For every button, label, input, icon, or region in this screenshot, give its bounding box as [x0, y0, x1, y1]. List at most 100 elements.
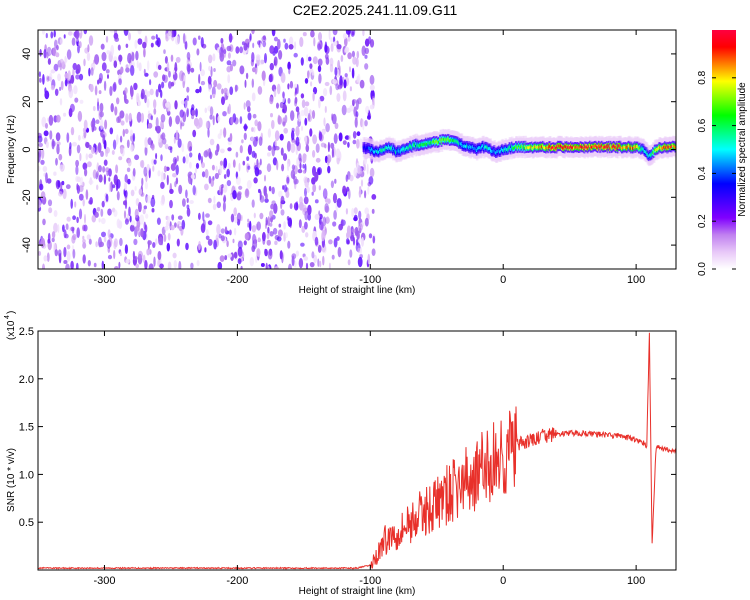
noise-cell	[178, 260, 182, 269]
noise-cell	[74, 97, 79, 103]
noise-cell	[163, 49, 166, 54]
noise-cell	[64, 55, 67, 65]
noise-cell	[216, 201, 221, 209]
noise-cell	[298, 258, 304, 269]
noise-cell	[296, 201, 298, 210]
noise-cell	[269, 45, 275, 54]
noise-cell	[318, 131, 323, 141]
noise-cell	[336, 93, 341, 102]
noise-cell	[192, 185, 196, 196]
noise-cell	[139, 214, 145, 225]
noise-cell	[198, 240, 201, 251]
noise-cell	[364, 54, 368, 59]
noise-cell	[255, 54, 261, 61]
noise-cell	[178, 184, 183, 195]
noise-cell	[286, 140, 291, 152]
noise-cell	[147, 122, 153, 129]
noise-cell	[365, 105, 370, 114]
noise-cell	[357, 256, 363, 268]
noise-cell	[204, 183, 209, 191]
noise-cell	[251, 245, 256, 253]
noise-cell	[312, 56, 318, 65]
noise-cell	[223, 184, 228, 193]
noise-cell	[177, 221, 182, 226]
noise-cell	[113, 209, 118, 217]
noise-cell	[107, 229, 111, 239]
noise-cell	[72, 233, 77, 241]
noise-cell	[42, 166, 48, 172]
noise-cell	[136, 111, 142, 123]
noise-cell	[341, 104, 347, 116]
noise-cell	[283, 221, 286, 230]
noise-cell	[76, 144, 81, 154]
noise-cell	[283, 38, 286, 43]
noise-cell	[213, 68, 216, 72]
noise-cell	[88, 238, 92, 245]
noise-cell	[369, 104, 375, 110]
noise-cell	[104, 119, 108, 130]
noise-cell	[371, 208, 375, 214]
noise-cell	[187, 64, 191, 75]
noise-cell	[59, 86, 62, 91]
noise-cell	[242, 160, 246, 166]
noise-cell	[314, 199, 319, 204]
noise-cell	[295, 250, 300, 257]
noise-cell	[106, 50, 111, 55]
noise-cell	[325, 216, 330, 224]
noise-cell	[58, 153, 63, 161]
noise-cell	[253, 177, 258, 184]
noise-cell	[244, 232, 249, 241]
noise-cell	[267, 226, 270, 234]
noise-cell	[53, 63, 59, 72]
noise-cell	[46, 178, 52, 184]
noise-cell	[302, 164, 305, 169]
noise-cell	[167, 30, 172, 40]
noise-cell	[312, 134, 317, 145]
noise-cell	[164, 56, 168, 64]
noise-cell	[124, 244, 128, 255]
noise-cell	[138, 62, 142, 72]
noise-cell	[96, 184, 99, 191]
noise-cell	[61, 180, 65, 186]
noise-cell	[319, 260, 322, 268]
noise-cell	[342, 33, 347, 40]
noise-cell	[335, 148, 341, 159]
noise-cell	[175, 129, 179, 141]
noise-cell	[198, 73, 201, 84]
noise-cell	[176, 155, 179, 162]
noise-cell	[57, 73, 61, 82]
noise-cell	[182, 198, 186, 207]
noise-cell	[136, 60, 139, 69]
noise-cell	[249, 257, 254, 267]
noise-cell	[196, 48, 200, 56]
noise-cell	[50, 69, 56, 74]
noise-cell	[356, 131, 361, 137]
noise-cell	[82, 254, 86, 264]
noise-cell	[128, 32, 131, 41]
noise-cell	[296, 83, 299, 95]
noise-cell	[353, 216, 358, 222]
noise-cell	[282, 117, 286, 127]
noise-cell	[313, 254, 318, 264]
noise-cell	[336, 236, 340, 241]
noise-cell	[288, 36, 294, 46]
noise-cell	[72, 215, 76, 220]
noise-cell	[207, 128, 210, 138]
noise-cell	[349, 249, 353, 258]
noise-cell	[63, 34, 66, 39]
noise-cell	[247, 165, 251, 170]
noise-cell	[277, 38, 281, 50]
noise-cell	[89, 84, 94, 93]
noise-cell	[76, 184, 80, 194]
noise-cell	[55, 114, 61, 123]
noise-cell	[209, 94, 213, 100]
noise-cell	[320, 142, 326, 148]
noise-cell	[226, 168, 230, 178]
noise-cell	[334, 122, 339, 129]
noise-cell	[122, 128, 126, 137]
noise-cell	[368, 36, 372, 44]
noise-cell	[256, 158, 259, 168]
noise-cell	[254, 166, 260, 177]
noise-cell	[287, 163, 290, 172]
noise-cell	[330, 37, 334, 43]
